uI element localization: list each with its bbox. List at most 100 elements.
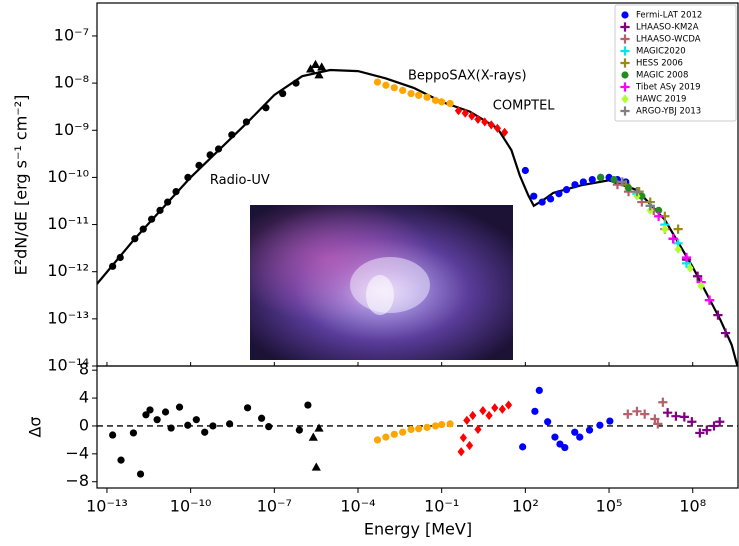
marker xyxy=(257,414,266,422)
marker xyxy=(390,84,398,92)
x-tick-label: 10⁸ xyxy=(679,497,706,516)
marker xyxy=(226,420,234,428)
marker xyxy=(292,79,300,87)
marker xyxy=(265,423,273,431)
marker xyxy=(561,443,569,452)
marker xyxy=(555,190,563,198)
marker xyxy=(661,224,669,234)
marker xyxy=(474,424,482,435)
marker xyxy=(314,70,324,79)
marker xyxy=(588,175,596,184)
marker xyxy=(295,426,303,434)
legend-label: Fermi-LAT 2012 xyxy=(636,11,702,21)
marker xyxy=(308,432,318,441)
marker xyxy=(720,328,731,338)
marker xyxy=(438,420,446,429)
marker xyxy=(390,430,398,438)
marker xyxy=(109,262,117,270)
marker xyxy=(457,447,465,457)
marker xyxy=(446,99,454,108)
x-tick-label: 10² xyxy=(512,497,539,516)
marker xyxy=(461,108,469,118)
marker xyxy=(668,234,678,244)
x-tick-label: 10⁻¹⁰ xyxy=(170,497,212,516)
marker xyxy=(663,408,673,418)
x-tick-label: 10⁵ xyxy=(596,497,623,516)
marker xyxy=(697,281,705,291)
y-tick-label: 10⁻¹⁰ xyxy=(47,167,89,186)
marker xyxy=(623,409,633,419)
marker xyxy=(242,118,251,126)
marker xyxy=(184,421,192,429)
legend-label: MAGIC2020 xyxy=(636,47,686,57)
marker xyxy=(481,117,489,127)
marker xyxy=(317,62,327,71)
legend-label: Tibet ASγ 2019 xyxy=(635,83,701,93)
legend-label: ARGO-YBJ 2013 xyxy=(636,107,701,117)
y-axis-label: Δσ xyxy=(26,416,45,437)
marker xyxy=(146,406,154,414)
marker xyxy=(571,428,579,436)
marker xyxy=(645,201,655,211)
marker xyxy=(620,22,630,32)
marker xyxy=(139,225,147,233)
y-tick-label: 4 xyxy=(79,388,89,407)
marker xyxy=(474,114,482,124)
marker xyxy=(161,408,170,416)
marker xyxy=(373,436,382,444)
marker xyxy=(209,422,217,430)
plot-area xyxy=(97,386,738,478)
marker xyxy=(686,263,694,273)
marker xyxy=(262,104,270,112)
marker xyxy=(585,426,594,434)
marker xyxy=(519,443,527,451)
marker xyxy=(681,252,692,263)
marker xyxy=(487,120,495,130)
marker xyxy=(610,175,618,184)
marker xyxy=(638,192,646,200)
marker xyxy=(673,224,683,234)
marker xyxy=(399,86,407,95)
marker xyxy=(713,310,723,320)
nebula-inset xyxy=(250,205,513,360)
marker xyxy=(465,440,474,451)
marker xyxy=(399,428,407,436)
marker xyxy=(621,94,629,104)
marker xyxy=(530,192,538,200)
marker xyxy=(175,403,184,411)
marker xyxy=(382,81,390,89)
marker xyxy=(551,433,559,441)
marker xyxy=(243,404,252,412)
y-tick-label: −8 xyxy=(65,471,89,490)
marker xyxy=(620,106,630,116)
y-tick-label: 10⁻⁹ xyxy=(54,120,89,139)
marker xyxy=(632,406,642,416)
plot-area xyxy=(97,59,738,366)
marker xyxy=(407,89,415,98)
annotation: BeppoSAX(X-rays) xyxy=(408,69,527,84)
marker xyxy=(704,295,715,305)
marker xyxy=(596,421,604,429)
marker xyxy=(709,421,719,431)
marker xyxy=(479,406,487,416)
marker xyxy=(415,425,423,433)
marker xyxy=(687,417,697,427)
marker xyxy=(571,181,579,189)
marker xyxy=(431,96,440,104)
marker xyxy=(617,177,627,187)
legend-label: HAWC 2019 xyxy=(636,95,686,105)
marker xyxy=(129,429,138,437)
x-tick-label: 10⁻¹³ xyxy=(86,497,128,516)
marker xyxy=(148,215,156,223)
marker xyxy=(500,127,509,138)
legend-label: LHAASO-WCDA xyxy=(636,35,701,45)
marker xyxy=(544,418,552,426)
marker xyxy=(521,166,529,175)
legend-label: LHAASO-KM2A xyxy=(636,23,699,33)
marker xyxy=(438,98,446,106)
y-tick-label: 10⁻⁷ xyxy=(54,25,89,44)
marker xyxy=(446,420,454,428)
marker xyxy=(109,431,117,439)
legend-box xyxy=(614,4,737,122)
